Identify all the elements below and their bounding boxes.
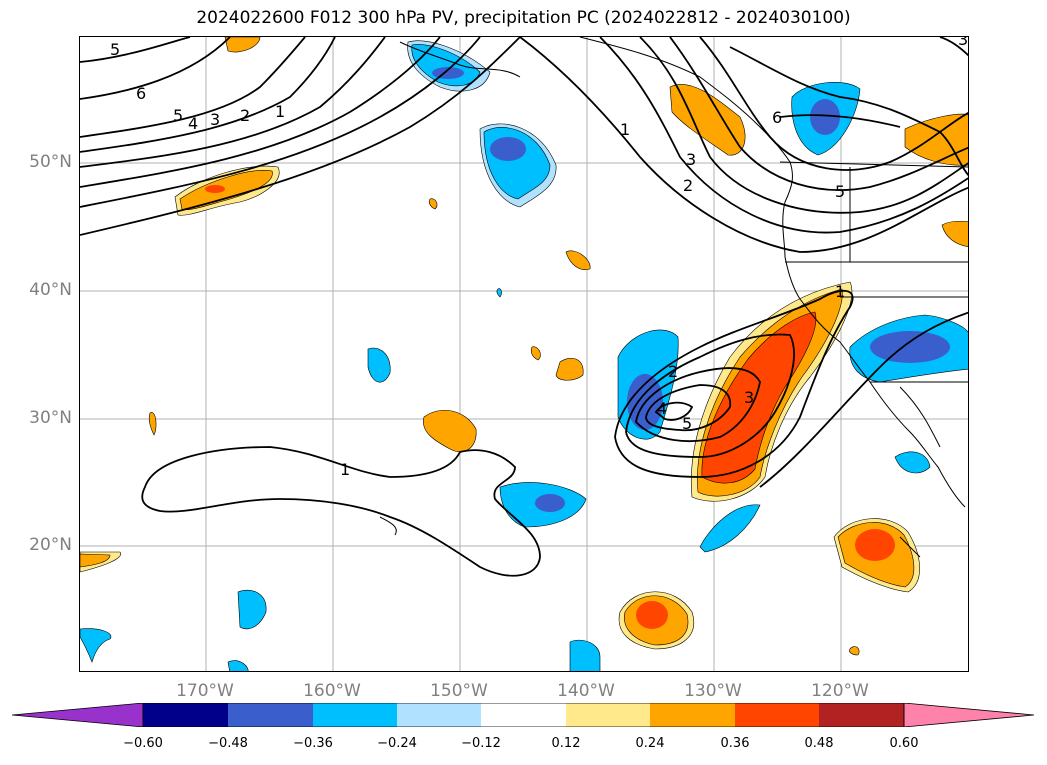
colorbar-tick: −0.24 (377, 736, 417, 751)
lon-label-120w: 120°W (811, 681, 869, 701)
precip-blob (224, 37, 261, 53)
lat-label-30n: 30°N (29, 408, 72, 428)
precip-blob (80, 628, 112, 663)
contour-label: 5 (682, 414, 692, 433)
precip-blob (148, 412, 157, 436)
precip-blob (496, 288, 502, 298)
precip-blob (699, 504, 761, 553)
contour-label: 4 (657, 399, 667, 418)
contour-label: 3 (210, 110, 220, 129)
precip-blob (904, 113, 968, 166)
colorbar-segment (143, 703, 228, 727)
contour-label: 6 (772, 108, 782, 127)
gridlines (80, 37, 968, 671)
contour-label: 5 (110, 40, 120, 59)
precip-blob (227, 660, 249, 671)
colorbar-segment (228, 703, 313, 727)
precip-blob (849, 646, 860, 656)
precip-ar-red (701, 311, 817, 484)
colorbar-segment (650, 703, 735, 727)
contour-label: 3 (958, 37, 968, 49)
precip-blob (894, 451, 931, 474)
contour-label: 1 (620, 120, 630, 139)
contour-label: 2 (668, 362, 678, 381)
contour-cutoff-3 (635, 367, 761, 442)
precip-blob (530, 346, 541, 361)
colorbar-tick: 0.12 (551, 736, 581, 751)
precip-blob (565, 250, 591, 270)
colorbar (12, 703, 1034, 727)
contour-label: 3 (744, 388, 754, 407)
precip-blob (555, 357, 584, 381)
contour-hawaii-loop (141, 446, 541, 577)
contour-label: 1 (835, 282, 845, 301)
coastlines (379, 37, 968, 558)
contour-labels: 5 6 5 4 3 2 1 1 3 2 6 5 1 2 3 4 5 3 1 (110, 37, 968, 479)
precip-blob (941, 220, 968, 247)
contour-label: 6 (136, 84, 146, 103)
precip-blob (423, 410, 477, 453)
contour-cutoff-5 (654, 401, 694, 421)
contour-label: 1 (340, 460, 350, 479)
precip-blob (569, 639, 601, 671)
map-canvas: 5 6 5 4 3 2 1 1 3 2 6 5 1 2 3 4 5 3 1 (80, 37, 968, 671)
precip-blob (669, 84, 746, 156)
colorbar-tick: 0.24 (635, 736, 665, 751)
colorbar-segment (819, 703, 904, 727)
colorbar-tick: 0.48 (804, 736, 834, 751)
colorbar-segment (313, 703, 397, 727)
precip-negative-blobs (80, 40, 968, 671)
contour-ext (759, 311, 968, 488)
contour-cutoff-2 (625, 333, 795, 458)
map-title: 2024022600 F012 300 hPa PV, precipitatio… (196, 8, 851, 28)
contour-label: 3 (686, 150, 696, 169)
colorbar-tick: −0.60 (123, 736, 163, 751)
map-panel: 5 6 5 4 3 2 1 1 3 2 6 5 1 2 3 4 5 3 1 (79, 36, 969, 672)
colorbar-tick: −0.36 (293, 736, 333, 751)
lon-label-160w: 160°W (303, 681, 361, 701)
colorbar-segment (481, 703, 566, 727)
colorbar-extend-low (12, 703, 144, 727)
lon-label-140w: 140°W (557, 681, 615, 701)
colorbar-tick: 0.60 (889, 736, 919, 751)
colorbar-segment (735, 703, 819, 727)
contour-label: 5 (173, 106, 183, 125)
lat-label-50n: 50°N (29, 152, 72, 172)
contour-cutoff-4 (645, 384, 732, 432)
precip-blob (428, 198, 438, 210)
contour-label: 1 (275, 102, 285, 121)
precip-positive-blobs (80, 37, 968, 656)
colorbar-segment (566, 703, 650, 727)
lat-label-40n: 40°N (29, 280, 72, 300)
lon-label-170w: 170°W (176, 681, 234, 701)
colorbar-segment (397, 703, 481, 727)
colorbar-extend-high (903, 703, 1034, 727)
contour-label: 4 (188, 114, 198, 133)
contour-label: 5 (835, 182, 845, 201)
pv-contours (80, 37, 968, 577)
precip-blob (367, 347, 391, 383)
colorbar-tick: 0.36 (720, 736, 750, 751)
precip-blob (179, 170, 273, 210)
precip-blob (411, 44, 481, 87)
contour-label: 2 (240, 106, 250, 125)
lon-label-150w: 150°W (430, 681, 488, 701)
contour-cutoff-1 (614, 289, 854, 478)
lon-label-130w: 130°W (684, 681, 742, 701)
contour-label: 2 (683, 176, 693, 195)
lat-label-20n: 20°N (29, 535, 72, 555)
colorbar-tick: −0.12 (461, 736, 501, 751)
precip-blob (80, 553, 111, 568)
precip-blob (237, 589, 267, 630)
colorbar-tick: −0.48 (208, 736, 248, 751)
